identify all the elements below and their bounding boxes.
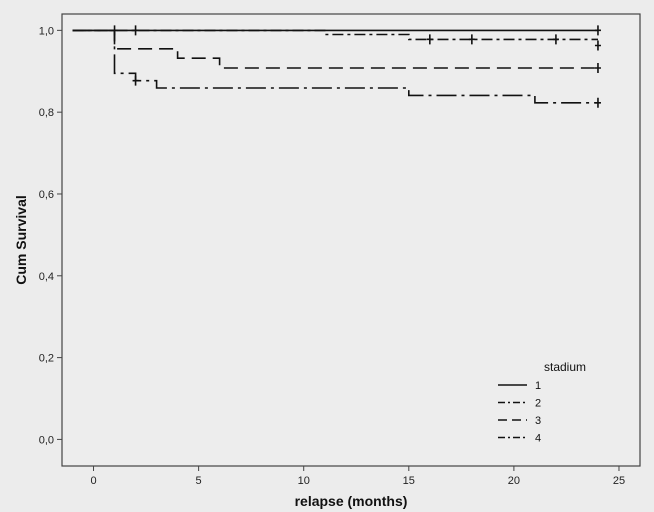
y-tick-label: 0,8 [39, 107, 54, 119]
series-layer [72, 25, 601, 108]
axes: 0 5 10 15 20 25 0,0 0,2 0,4 0,6 0,8 1,0 relapse (mon… [13, 25, 625, 509]
series-line-2 [72, 29, 598, 41]
series-line-4 [72, 29, 598, 104]
plot-area [61, 13, 641, 467]
censor-mark [594, 62, 601, 73]
y-axis-title: Cum Survival [13, 195, 29, 284]
y-tick-label: 1,0 [39, 25, 54, 37]
legend-label: 3 [535, 415, 541, 427]
censor-mark [594, 25, 601, 36]
x-tick-label: 15 [403, 475, 415, 487]
censor-mark [426, 34, 433, 45]
y-tick-label: 0,2 [39, 353, 54, 365]
y-tick-label: 0,4 [39, 271, 54, 283]
legend-title: stadium [544, 360, 586, 374]
legend-label: 4 [535, 433, 541, 445]
plot-frame [61, 13, 641, 467]
x-tick-label: 20 [508, 475, 520, 487]
censor-mark [468, 34, 475, 45]
legend-label: 1 [535, 380, 541, 392]
x-tick-label: 5 [196, 475, 202, 487]
x-tick-label: 25 [613, 475, 625, 487]
censor-mark [594, 40, 601, 51]
y-tick-label: 0,0 [39, 434, 54, 446]
y-tick-label: 0,6 [39, 189, 54, 201]
censor-mark [594, 97, 601, 108]
legend-label: 2 [535, 398, 541, 410]
censor-mark [132, 75, 139, 86]
x-tick-label: 0 [90, 475, 96, 487]
x-axis-title: relapse (months) [295, 493, 408, 509]
x-tick-label: 10 [298, 475, 310, 487]
censor-mark [552, 34, 559, 45]
